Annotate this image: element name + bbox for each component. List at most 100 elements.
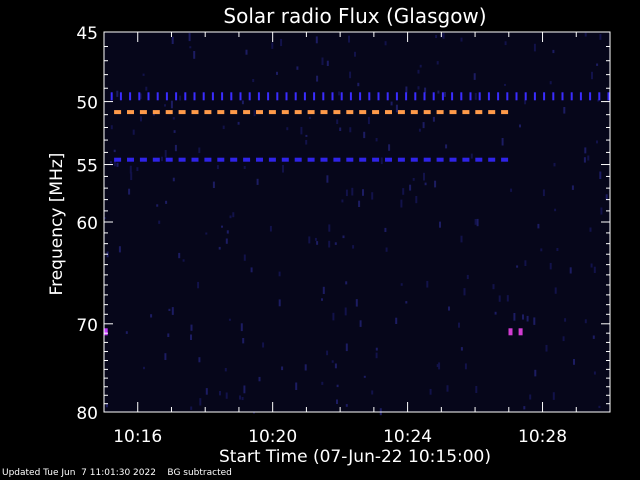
noise-speck [336, 399, 338, 404]
noise-speck [174, 144, 177, 152]
noise-speck [348, 35, 350, 43]
noise-speck [219, 391, 221, 396]
noise-speck [524, 260, 527, 266]
noise-speck [590, 263, 593, 268]
band-mark [349, 92, 352, 101]
noise-speck [190, 334, 192, 340]
noise-speck [355, 299, 358, 307]
noise-speck [569, 267, 572, 274]
footer-status: Updated Tue Jun 7 11:01:30 2022 BG subtr… [2, 468, 232, 478]
noise-speck [145, 86, 148, 91]
band-mark [202, 92, 205, 101]
band-mark [451, 92, 454, 101]
noise-speck [549, 81, 552, 85]
noise-speck [400, 199, 403, 208]
noise-speck [554, 208, 557, 212]
noise-speck [226, 230, 229, 234]
band-mark [256, 110, 263, 115]
band-mark [114, 157, 122, 162]
noise-speck [104, 217, 107, 220]
noise-speck [345, 343, 348, 352]
band-mark [497, 92, 500, 101]
noise-speck [326, 60, 329, 66]
noise-speck [256, 178, 259, 185]
noise-speck [173, 130, 176, 133]
noise-speck [321, 381, 324, 385]
noise-speck [415, 196, 418, 204]
band-mark [320, 110, 328, 115]
band-mark [607, 92, 610, 101]
band-mark [239, 92, 242, 101]
noise-speck [245, 49, 248, 55]
noise-speck [140, 116, 142, 122]
band-mark [285, 92, 288, 101]
noise-speck [315, 36, 318, 44]
noise-speck [424, 182, 427, 186]
noise-speck [571, 185, 574, 190]
band-mark [372, 110, 380, 115]
noise-speck [224, 368, 227, 372]
noise-speck [338, 91, 341, 96]
noise-speck [446, 385, 449, 392]
noise-speck [444, 92, 446, 97]
band-mark [487, 92, 490, 101]
noise-speck [179, 95, 182, 101]
noise-speck [552, 49, 555, 54]
band-mark [410, 110, 418, 115]
noise-speck [598, 405, 601, 409]
band-mark [152, 157, 160, 162]
band-mark [397, 110, 405, 115]
band-mark [397, 157, 405, 162]
noise-speck [439, 221, 441, 228]
noise-speck [190, 324, 193, 331]
x-tick-label: 10:28 [518, 427, 567, 447]
noise-speck [212, 181, 215, 188]
noise-speck [522, 314, 524, 320]
band-mark [267, 92, 270, 101]
band-mark [193, 92, 196, 101]
noise-speck [554, 287, 557, 294]
band-mark [217, 110, 225, 115]
chart-title: Solar radio Flux (Glasgow) [223, 4, 486, 28]
noise-speck [359, 320, 362, 327]
noise-speck [537, 223, 540, 229]
noise-speck [172, 177, 175, 182]
band-mark [147, 92, 150, 101]
noise-speck [362, 189, 364, 196]
noise-speck [352, 245, 355, 249]
noise-speck [354, 51, 356, 57]
noise-speck [395, 317, 398, 324]
emission-spot [508, 328, 513, 336]
band-mark [449, 110, 457, 115]
band-mark [119, 92, 122, 101]
noise-speck [125, 331, 128, 334]
y-axis: 45 50 55 60 70 80 [76, 24, 610, 424]
band-mark [139, 110, 147, 115]
noise-speck [549, 262, 552, 270]
noise-speck [239, 395, 241, 400]
noise-speck [506, 295, 509, 302]
noise-speck [339, 127, 342, 131]
noise-speck [132, 129, 135, 135]
noise-speck [113, 161, 116, 167]
noise-speck [326, 350, 329, 356]
band-mark [294, 110, 302, 115]
band-mark [488, 157, 496, 162]
noise-speck [190, 406, 193, 410]
noise-speck [198, 147, 201, 154]
band-mark [230, 110, 238, 115]
noise-speck [363, 375, 366, 378]
noise-speck [504, 83, 506, 86]
noise-speck [286, 127, 289, 131]
noise-speck [156, 204, 159, 207]
noise-speck [150, 314, 153, 318]
noise-speck [533, 43, 536, 52]
y-tick-label: 60 [76, 214, 98, 234]
band-mark [139, 157, 147, 162]
noise-speck [562, 336, 565, 342]
noise-speck [128, 188, 131, 195]
noise-speck [188, 33, 191, 42]
noise-speck [262, 342, 265, 348]
band-mark [243, 157, 251, 162]
noise-speck [384, 41, 387, 46]
